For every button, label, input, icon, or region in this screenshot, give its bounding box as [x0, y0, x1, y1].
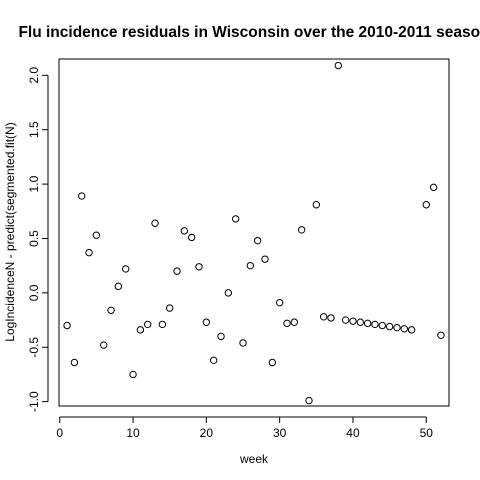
data-point [407, 326, 416, 334]
data-point [129, 370, 137, 379]
data-point [173, 267, 181, 275]
data-point [100, 341, 108, 349]
data-point [253, 236, 262, 245]
x-tick-label: 50 [420, 426, 434, 440]
data-point [290, 318, 299, 326]
data-point [305, 396, 313, 405]
y-tick-label: 1.0 [27, 175, 41, 192]
data-point [224, 289, 233, 297]
data-point [319, 313, 328, 321]
data-point [92, 231, 101, 239]
y-tick-label: 0.0 [27, 284, 41, 301]
data-point [246, 261, 255, 270]
data-point [63, 321, 71, 330]
y-tick-label: -1.0 [27, 391, 41, 412]
data-point [327, 314, 335, 322]
data-point [363, 319, 372, 328]
data-point [283, 319, 291, 328]
y-tick-label: 2.0 [27, 67, 41, 84]
data-point [78, 192, 86, 200]
data-point [334, 61, 343, 70]
data-point [261, 255, 269, 263]
data-point [312, 201, 321, 209]
data-point [151, 219, 159, 227]
y-tick-label: 0.5 [27, 230, 41, 247]
data-points [63, 61, 445, 405]
x-tick-label: 20 [200, 426, 214, 440]
data-point [239, 339, 247, 347]
data-point [195, 263, 203, 271]
data-point [209, 356, 218, 365]
data-point [202, 318, 211, 326]
data-point [136, 326, 145, 334]
data-point [180, 227, 189, 235]
data-point [385, 322, 394, 331]
data-point [158, 320, 167, 329]
data-point [437, 331, 445, 339]
data-point [400, 325, 408, 333]
data-point [165, 304, 174, 312]
data-point [429, 183, 438, 192]
data-point [356, 318, 364, 326]
chart-title: Flu incidence residuals in Wisconsin ove… [18, 24, 480, 41]
data-point [114, 282, 123, 291]
x-tick-label: 40 [346, 426, 360, 440]
data-point [393, 323, 401, 332]
data-point [70, 358, 79, 367]
y-axis: -1.0 -0.5 0.0 0.5 1.0 1.5 2.0 [27, 67, 49, 412]
plot-frame [58, 58, 450, 407]
data-point [341, 316, 350, 324]
x-axis: 0 10 20 30 40 50 [56, 416, 434, 440]
x-tick-label: 0 [56, 426, 63, 440]
data-point [275, 298, 284, 307]
data-point [107, 306, 115, 314]
data-point [144, 320, 152, 329]
x-axis-label: week [239, 452, 269, 466]
data-point [122, 265, 130, 273]
data-point [231, 215, 240, 223]
data-point [217, 332, 225, 341]
data-point [268, 358, 277, 367]
data-point [422, 201, 430, 209]
data-point [371, 320, 379, 329]
data-point [297, 226, 306, 234]
y-tick-label: 1.5 [27, 121, 41, 138]
x-tick-label: 30 [273, 426, 287, 440]
x-tick-label: 10 [126, 426, 140, 440]
y-axis-label: LogIncidenceN - predict(segmented.fit(N) [3, 122, 17, 341]
data-point [85, 248, 93, 257]
data-point [378, 321, 386, 330]
data-point [187, 233, 196, 242]
data-point [349, 317, 357, 325]
y-tick-label: -0.5 [27, 337, 41, 358]
